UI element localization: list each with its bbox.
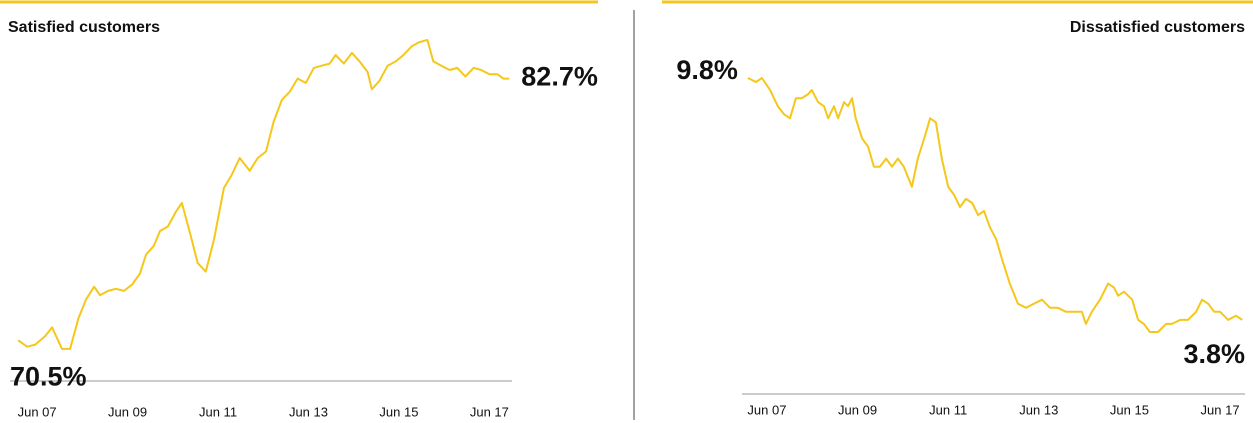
x-tick-label: Jun 17 [1201,402,1240,417]
value-label: 9.8% [676,55,738,85]
x-tick-label: Jun 11 [929,402,967,417]
x-tick-label: Jun 17 [470,404,509,419]
x-tick-label: Jun 11 [199,404,237,419]
x-tick-label: Jun 13 [1019,402,1058,417]
x-tick-label: Jun 15 [1110,402,1149,417]
x-tick-label: Jun 07 [18,404,57,419]
x-tick-label: Jun 09 [838,402,877,417]
chart-title: Satisfied customers [8,19,160,36]
x-tick-label: Jun 13 [289,404,328,419]
data-line [17,39,510,350]
value-label: 3.8% [1183,339,1245,369]
x-tick-label: Jun 07 [747,402,786,417]
value-label: 82.7% [521,62,598,92]
x-tick-label: Jun 15 [379,404,418,419]
value-label: 70.5% [10,361,87,391]
chart-title: Dissatisfied customers [1070,19,1245,36]
data-line [747,77,1243,333]
x-tick-label: Jun 09 [108,404,147,419]
